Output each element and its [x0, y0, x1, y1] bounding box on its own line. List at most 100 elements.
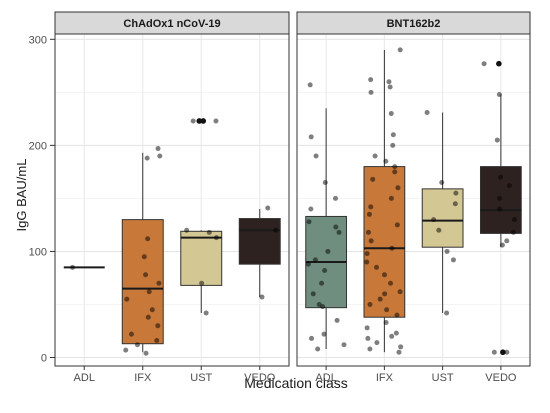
data-point [322, 268, 328, 274]
data-point [144, 155, 150, 161]
text-layer: IgG BAU/mL Medication class 0 100 200 300 Ch… [14, 18, 517, 391]
data-point [364, 325, 370, 331]
data-point [321, 331, 327, 337]
data-point [365, 335, 371, 341]
box-iqr [180, 230, 223, 286]
x-tick-label: IFX [376, 372, 394, 384]
data-point [398, 344, 404, 350]
data-point [146, 289, 152, 295]
data-point [149, 307, 155, 313]
box-iqr [238, 218, 281, 265]
x-tick-label: ADL [74, 372, 95, 384]
data-point [143, 350, 149, 356]
data-point [450, 257, 456, 263]
data-point [397, 289, 403, 295]
data-point [384, 307, 390, 313]
data-point [388, 280, 394, 286]
box-ust [180, 230, 223, 313]
data-point [444, 310, 450, 316]
data-point [332, 195, 338, 201]
data-point [364, 251, 370, 257]
y-tick-label: 300 [29, 34, 47, 46]
panel-title: ChAdOx1 nCoV-19 [123, 18, 220, 30]
data-point [155, 323, 161, 329]
data-point [512, 217, 518, 223]
data-point [143, 272, 149, 278]
data-point [481, 61, 487, 67]
data-point [395, 185, 401, 191]
data-point [213, 235, 219, 241]
data-point [392, 164, 398, 170]
data-point [499, 242, 505, 248]
data-point [491, 349, 497, 355]
data-point [497, 206, 503, 212]
data-point [388, 111, 394, 117]
data-point [424, 109, 430, 115]
data-point [128, 331, 134, 337]
data-point [70, 264, 76, 270]
outlier-point [196, 118, 203, 124]
data-point [494, 137, 500, 143]
data-point [365, 229, 371, 235]
outlier-point [200, 118, 207, 124]
data-point [389, 245, 395, 251]
data-point [206, 229, 212, 235]
outlier-point [500, 349, 506, 356]
data-point [265, 205, 271, 211]
data-point [134, 342, 140, 348]
x-tick-label: UST [432, 372, 454, 384]
data-point [154, 338, 160, 344]
data-point [374, 340, 380, 346]
data-point [393, 330, 399, 336]
data-point [394, 312, 400, 318]
box-ifx [121, 152, 164, 353]
box-ust [421, 112, 464, 313]
box-iqr [121, 219, 164, 345]
outlier-point [496, 60, 502, 67]
box-iqr [421, 188, 464, 248]
points-layer [70, 47, 518, 356]
panel-frame [54, 33, 290, 367]
data-point [273, 227, 279, 233]
data-point [312, 257, 318, 263]
data-point [190, 118, 196, 124]
data-point [213, 118, 219, 124]
data-point [374, 264, 380, 270]
data-point [392, 169, 398, 175]
panel-background [55, 34, 289, 366]
data-point [436, 227, 442, 233]
y-tick-label: 200 [29, 140, 47, 152]
data-point [368, 238, 374, 244]
data-point [307, 82, 313, 88]
data-point [389, 333, 395, 339]
data-point [381, 272, 387, 278]
data-point [368, 77, 374, 83]
data-point [497, 195, 503, 201]
data-point [397, 47, 403, 53]
x-axis-label: Medication class [244, 375, 348, 391]
data-point [259, 294, 265, 300]
panel-title: BNT162b2 [387, 18, 441, 30]
boxes-layer [63, 49, 522, 353]
data-point [308, 206, 314, 212]
data-point [383, 158, 389, 164]
data-point [305, 261, 311, 267]
data-point [364, 259, 370, 265]
data-point [387, 84, 393, 90]
data-point [383, 320, 389, 326]
data-point [504, 238, 510, 244]
data-point [203, 310, 209, 316]
data-point [377, 296, 383, 302]
data-point [510, 229, 516, 235]
data-point [319, 280, 325, 286]
data-point [308, 134, 314, 140]
data-point [315, 346, 321, 352]
data-point [390, 132, 396, 138]
data-point [396, 349, 402, 355]
frame-layer [50, 11, 531, 370]
data-point [334, 317, 340, 323]
data-point [496, 91, 502, 97]
data-point [506, 183, 512, 189]
data-point [390, 142, 396, 148]
